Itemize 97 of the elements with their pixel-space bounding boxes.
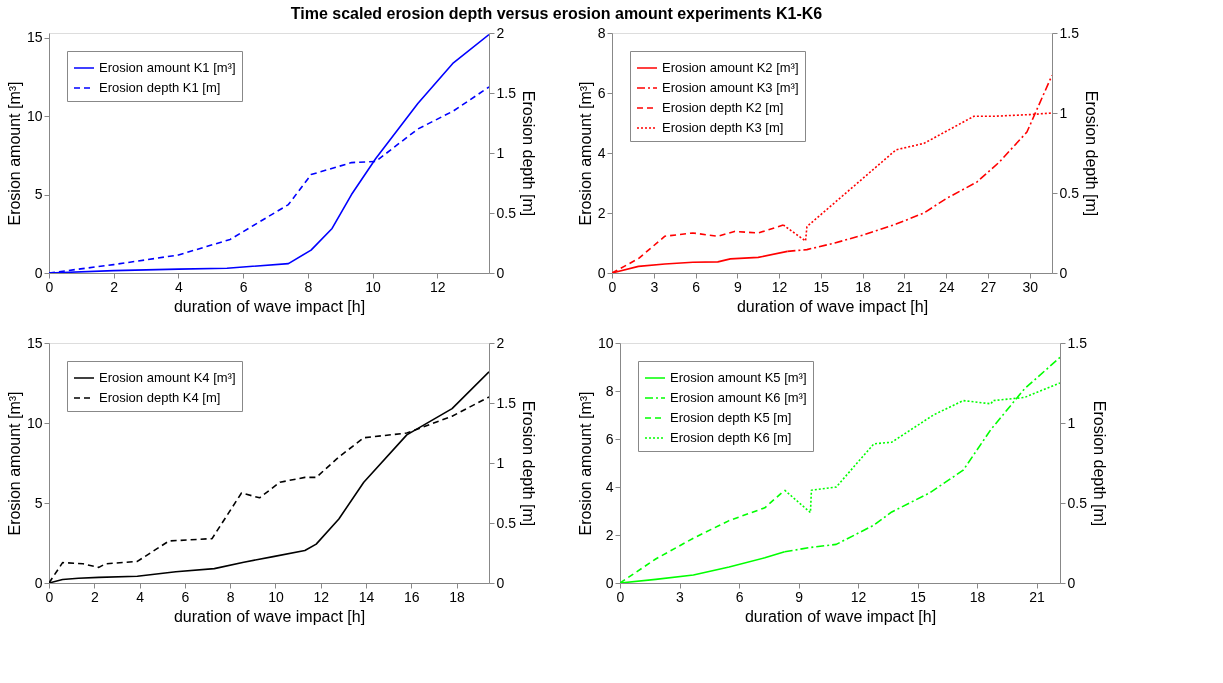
y-tick-label: 2 <box>597 204 606 221</box>
x-tick-label: 12 <box>850 588 867 605</box>
x-tick-label: 18 <box>449 588 466 605</box>
x-tick-label: 30 <box>1022 278 1039 295</box>
legend-label: Erosion depth K4 [m] <box>99 390 221 405</box>
y-axis-title: Erosion amount [m³] <box>5 391 23 536</box>
y-axis-title: Erosion amount [m³] <box>576 391 594 536</box>
y2-tick-label: 0 <box>496 574 505 591</box>
x-tick-label: 3 <box>676 588 685 605</box>
legend-label: Erosion depth K3 [m] <box>662 120 784 135</box>
y2-axis-title: Erosion depth [m] <box>519 400 537 527</box>
x-tick-label: 21 <box>1029 588 1046 605</box>
y-axis-title: Erosion amount [m³] <box>576 81 594 226</box>
y2-axis-title: Erosion depth [m] <box>519 90 537 217</box>
text: Time scaled erosion depth versus erosion amount experiments K1-K6 <box>290 4 823 22</box>
x-tick-label: 2 <box>90 588 99 605</box>
x-axis-title: duration of wave impact [h] <box>744 607 937 625</box>
x-tick-label: 6 <box>692 278 701 295</box>
y-tick-label: 8 <box>597 24 606 41</box>
y2-tick-label: 1 <box>496 144 505 161</box>
y-tick-label: 6 <box>597 84 606 101</box>
y2-tick-label: 0.5 <box>1067 494 1088 511</box>
x-tick-label: 4 <box>136 588 145 605</box>
y2-tick-label: 0 <box>496 264 505 281</box>
y2-tick-label: 1.5 <box>1067 334 1088 351</box>
y-tick-label: 15 <box>26 29 43 46</box>
legend-label: Erosion amount K2 [m³] <box>662 60 799 75</box>
y2-tick-label: 1.5 <box>1059 24 1080 41</box>
x-tick-label: 18 <box>855 278 872 295</box>
y2-tick-label: 1 <box>496 454 505 471</box>
x-axis-title: duration of wave impact [h] <box>173 297 366 315</box>
y-tick-label: 0 <box>605 574 614 591</box>
legend-label: Erosion depth K2 [m] <box>662 100 784 115</box>
y2-tick-label: 0.5 <box>1059 184 1080 201</box>
legend-label: Erosion amount K1 [m³] <box>99 60 236 75</box>
x-tick-label: 3 <box>650 278 659 295</box>
y-tick-label: 4 <box>605 478 614 495</box>
x-tick-label: 27 <box>980 278 997 295</box>
x-tick-label: 2 <box>110 278 119 295</box>
y2-tick-label: 2 <box>496 334 505 351</box>
y2-tick-label: 1 <box>1059 104 1068 121</box>
x-tick-label: 0 <box>616 588 625 605</box>
x-tick-label: 15 <box>910 588 927 605</box>
y-tick-label: 0 <box>34 574 43 591</box>
x-tick-label: 9 <box>795 588 804 605</box>
x-tick-label: 10 <box>268 588 284 605</box>
x-tick-label: 4 <box>175 278 184 295</box>
legend-label: Erosion amount K3 [m³] <box>662 80 799 95</box>
y-tick-label: 8 <box>605 382 614 399</box>
y-tick-label: 4 <box>597 144 606 161</box>
x-tick-label: 21 <box>897 278 913 295</box>
x-tick-label: 0 <box>45 588 54 605</box>
legend-label: Erosion amount K5 [m³] <box>670 370 807 385</box>
x-tick-label: 8 <box>304 278 313 295</box>
y-tick-label: 10 <box>26 414 43 431</box>
x-tick-label: 6 <box>735 588 744 605</box>
legend-label: Erosion amount K4 [m³] <box>99 370 236 385</box>
y2-tick-label: 1.5 <box>496 84 517 101</box>
y-tick-label: 0 <box>34 264 43 281</box>
legend-label: Erosion depth K6 [m] <box>670 430 792 445</box>
y2-tick-label: 0 <box>1059 264 1068 281</box>
x-tick-label: 12 <box>313 588 330 605</box>
x-tick-label: 14 <box>358 588 375 605</box>
y-tick-label: 5 <box>34 186 43 203</box>
y2-tick-label: 2 <box>496 24 505 41</box>
y-tick-label: 15 <box>26 334 43 351</box>
y-tick-label: 10 <box>597 334 614 351</box>
x-axis-title: duration of wave impact [h] <box>736 297 929 315</box>
y2-tick-label: 0.5 <box>496 514 517 531</box>
x-tick-label: 9 <box>733 278 742 295</box>
x-tick-label: 12 <box>771 278 788 295</box>
y2-tick-label: 0.5 <box>496 204 517 221</box>
y2-axis-title: Erosion depth [m] <box>1090 400 1108 527</box>
x-axis-title: duration of wave impact [h] <box>173 607 366 625</box>
y-tick-label: 2 <box>605 526 614 543</box>
y-tick-label: 6 <box>605 430 614 447</box>
y-tick-label: 5 <box>34 494 43 511</box>
x-tick-label: 10 <box>365 278 382 295</box>
x-tick-label: 12 <box>429 278 446 295</box>
y2-tick-label: 0 <box>1067 574 1076 591</box>
y-tick-label: 0 <box>597 264 606 281</box>
x-tick-label: 0 <box>45 278 54 295</box>
x-tick-label: 6 <box>239 278 248 295</box>
x-tick-label: 15 <box>813 278 830 295</box>
y2-tick-label: 1 <box>1067 414 1076 431</box>
legend-label: Erosion depth K1 [m] <box>99 80 221 95</box>
x-tick-label: 8 <box>226 588 235 605</box>
x-tick-label: 24 <box>938 278 955 295</box>
legend-label: Erosion depth K5 [m] <box>670 410 792 425</box>
legend-label: Erosion amount K6 [m³] <box>670 390 807 405</box>
y-tick-label: 10 <box>26 107 43 124</box>
x-tick-label: 16 <box>404 588 420 605</box>
x-tick-label: 18 <box>969 588 986 605</box>
y2-axis-title: Erosion depth [m] <box>1082 90 1100 217</box>
y2-tick-label: 1.5 <box>496 394 517 411</box>
x-tick-label: 6 <box>181 588 190 605</box>
y-axis-title: Erosion amount [m³] <box>5 81 23 226</box>
